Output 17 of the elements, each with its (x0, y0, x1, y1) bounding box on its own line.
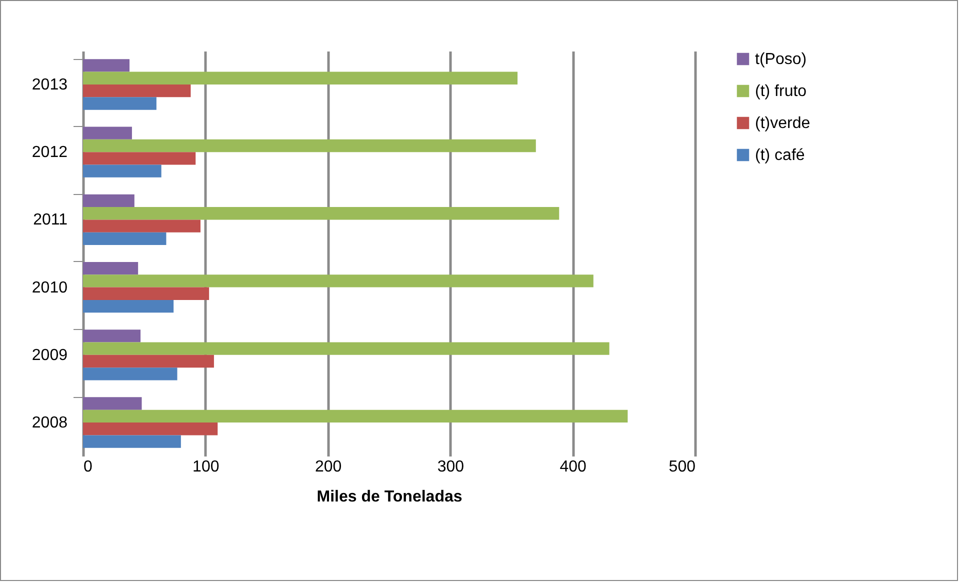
x-tick-label: 0 (84, 458, 92, 476)
y-tick-label: 2010 (32, 279, 68, 296)
x-axis-title: Miles de Toneladas (316, 488, 462, 506)
x-tick-label: 200 (314, 458, 342, 476)
x-tick-label: 300 (437, 458, 464, 476)
legend-label: t(Poso) (755, 51, 807, 68)
y-tick-label: 2013 (32, 76, 68, 94)
y-tick-label: 2009 (32, 346, 68, 364)
legend-label: (t) café (755, 147, 805, 164)
x-tick-label: 500 (668, 458, 696, 476)
legend-label: (t) fruto (755, 83, 807, 100)
y-tick-label: 2012 (32, 144, 68, 162)
y-tick-label: 2011 (33, 212, 68, 229)
y-tick-label: 2008 (32, 414, 68, 432)
legend-label: (t)verde (755, 115, 810, 132)
x-tick-label: 100 (192, 458, 220, 476)
x-tick-label: 400 (560, 458, 587, 476)
